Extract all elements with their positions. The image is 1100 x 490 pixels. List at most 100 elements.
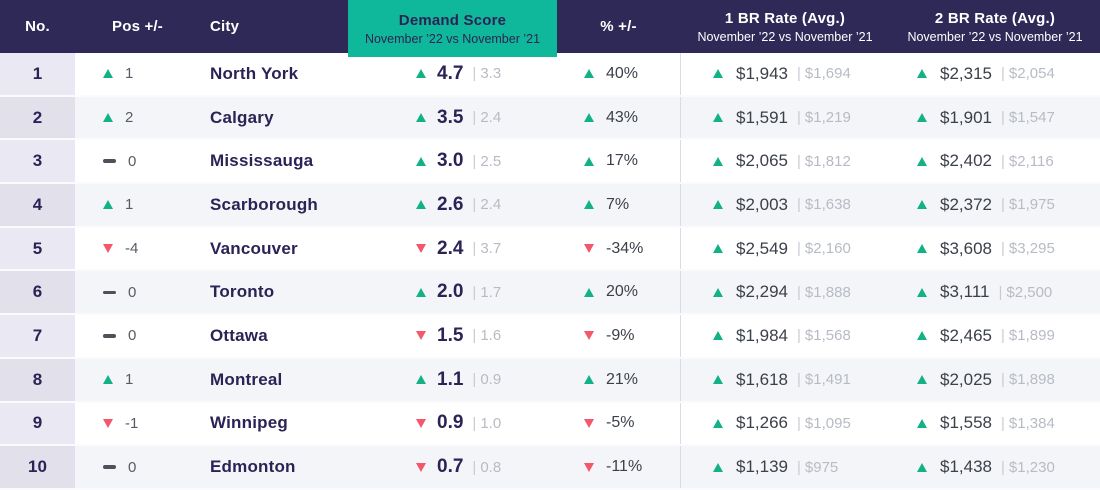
- city-name: Vancouver: [210, 238, 298, 258]
- up-trend-icon: [103, 113, 113, 123]
- demand-score-previous: | 2.4: [472, 196, 502, 214]
- 1br-rate-current: $2,294: [736, 282, 788, 302]
- city-cell: Toronto: [200, 271, 348, 314]
- 2br-rate-current: $1,558: [940, 413, 992, 433]
- position-change-cell: 0: [75, 271, 200, 314]
- 2br-rate-cell: $1,438 | $1,230: [890, 446, 1100, 488]
- table-row: 6 0 Toronto 2.0 | 1.7 20% $2,294 | $1,888: [0, 271, 1100, 316]
- separator: |: [797, 414, 801, 432]
- col-header-1br-rate: 1 BR Rate (Avg.) November ’22 vs Novembe…: [680, 0, 890, 53]
- position-change-cell: 0: [75, 140, 200, 183]
- up-trend-icon: [103, 69, 113, 79]
- 1br-rate-cell: $1,943 | $1,694: [680, 53, 890, 95]
- city-name: Scarborough: [210, 194, 318, 214]
- table-header-row: No. Pos +/- City Demand Score November ’…: [0, 0, 1100, 57]
- 2br-rate-current: $2,025: [940, 369, 992, 389]
- up-trend-icon: [713, 375, 723, 385]
- up-trend-icon: [917, 462, 927, 472]
- position-change-value: 2: [125, 109, 134, 127]
- up-trend-icon: [103, 375, 113, 385]
- rank-number: 2: [32, 107, 43, 127]
- up-trend-icon: [584, 287, 594, 297]
- city-cell: Vancouver: [200, 227, 348, 270]
- 1br-rate-previous: | $1,095: [797, 414, 851, 432]
- percent-change-cell: 43%: [557, 96, 680, 139]
- flat-trend-icon: [103, 159, 116, 163]
- 2br-rate-previous: | $1,975: [1001, 196, 1055, 214]
- 1br-rate-cell: $1,618 | $1,491: [680, 358, 890, 401]
- city-name: Mississauga: [210, 151, 314, 171]
- table-row: 7 0 Ottawa 1.5 | 1.6 -9% $1,984 | $1,568: [0, 315, 1100, 359]
- up-trend-icon: [103, 200, 113, 210]
- demand-score-current: 3.5: [437, 106, 464, 128]
- up-trend-icon: [917, 244, 927, 254]
- percent-change-value: 21%: [606, 370, 639, 388]
- position-change-cell: 1: [75, 184, 200, 226]
- 2br-rate-previous: | $1,384: [1001, 414, 1055, 432]
- separator: |: [797, 327, 801, 345]
- percent-change-cell: -34%: [557, 227, 680, 270]
- 1br-rate-title: 1 BR Rate (Avg.): [724, 9, 846, 27]
- 2br-rate-current: $1,438: [940, 457, 992, 477]
- demand-score-cell: 0.9 | 1.0: [348, 402, 557, 445]
- up-trend-icon: [917, 375, 927, 385]
- demand-score-current: 0.9: [437, 412, 464, 434]
- demand-score-current: 2.4: [437, 237, 464, 259]
- up-trend-icon: [584, 156, 594, 166]
- up-trend-icon: [416, 287, 426, 297]
- separator: |: [472, 109, 477, 127]
- separator: |: [998, 283, 1003, 301]
- 1br-rate-cell: $2,549 | $2,160: [680, 227, 890, 270]
- demand-score-cell: 2.6 | 2.4: [348, 184, 557, 226]
- 1br-rate-previous: | $1,219: [797, 109, 851, 127]
- 1br-rate-current: $1,984: [736, 325, 788, 345]
- 2br-rate-cell: $2,372 | $1,975: [890, 184, 1100, 226]
- rank-number: 9: [32, 413, 43, 433]
- up-trend-icon: [713, 287, 723, 297]
- down-trend-icon: [103, 418, 113, 428]
- demand-score-previous: | 3.7: [472, 240, 502, 258]
- city-cell: Calgary: [200, 96, 348, 139]
- up-trend-icon: [713, 462, 723, 472]
- 2br-rate-cell: $2,025 | $1,898: [890, 358, 1100, 401]
- percent-change-cell: -9%: [557, 315, 680, 357]
- up-trend-icon: [917, 69, 927, 79]
- separator: |: [472, 414, 477, 432]
- percent-change-value: 40%: [606, 64, 639, 82]
- table-row: 2 2 Calgary 3.5 | 2.4 43% $1,591 | $1,219: [0, 96, 1100, 141]
- up-trend-icon: [713, 156, 723, 166]
- city-name: Winnipeg: [210, 413, 288, 433]
- table-row: 5 -4 Vancouver 2.4 | 3.7 -34% $2,549 | $2,…: [0, 227, 1100, 272]
- percent-change-value: 20%: [606, 283, 639, 301]
- separator: |: [1001, 152, 1005, 170]
- rank-cell: 5: [0, 227, 75, 270]
- demand-score-previous: | 3.3: [472, 65, 502, 83]
- 1br-rate-cell: $2,003 | $1,638: [680, 184, 890, 226]
- table-row: 10 0 Edmonton 0.7 | 0.8 -11% $1,139 | $975: [0, 446, 1100, 490]
- col-header-no: No.: [25, 18, 50, 35]
- down-trend-icon: [416, 418, 426, 428]
- 2br-rate-cell: $2,402 | $2,116: [890, 140, 1100, 183]
- position-change-value: -1: [125, 414, 139, 432]
- table-row: 1 1 North York 4.7 | 3.3 40% $1,943 | $1,6…: [0, 53, 1100, 97]
- demand-score-title: Demand Score: [398, 11, 507, 29]
- up-trend-icon: [713, 69, 723, 79]
- down-trend-icon: [416, 462, 426, 472]
- demand-score-cell: 3.5 | 2.4: [348, 96, 557, 139]
- separator: |: [1001, 65, 1005, 83]
- rank-cell: 6: [0, 271, 75, 314]
- position-change-cell: -4: [75, 227, 200, 270]
- city-cell: Ottawa: [200, 315, 348, 357]
- percent-change-cell: -5%: [557, 402, 680, 445]
- separator: |: [472, 283, 477, 301]
- 1br-rate-current: $1,591: [736, 107, 788, 127]
- city-cell: Edmonton: [200, 446, 348, 488]
- up-trend-icon: [584, 200, 594, 210]
- up-trend-icon: [416, 200, 426, 210]
- 1br-rate-previous: | $1,888: [797, 283, 851, 301]
- 1br-rate-previous: | $975: [797, 458, 839, 476]
- up-trend-icon: [713, 200, 723, 210]
- rank-cell: 2: [0, 96, 75, 139]
- position-change-value: -4: [125, 240, 139, 258]
